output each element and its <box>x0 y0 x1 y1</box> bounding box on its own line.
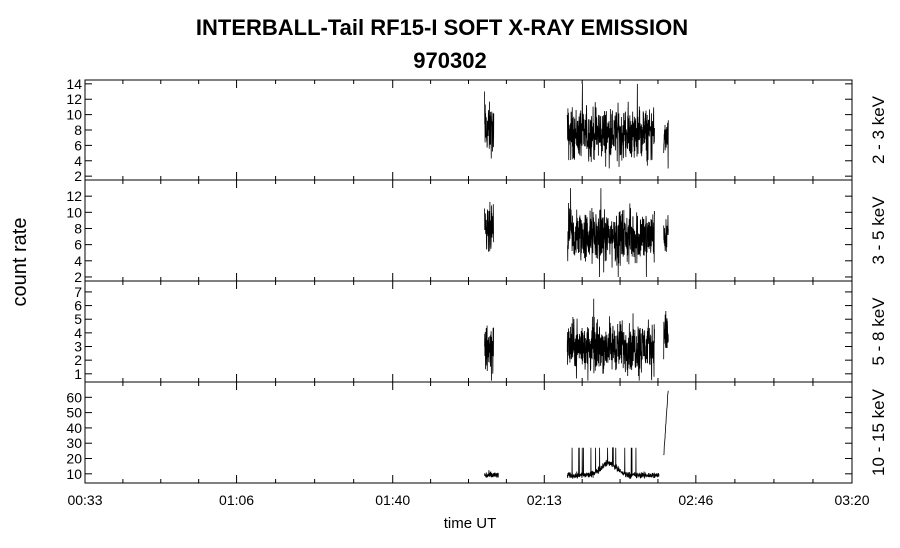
series-trace <box>566 83 655 169</box>
y-tick-label: 3 <box>74 339 82 355</box>
series-trace <box>663 215 669 252</box>
y-tick-label: 20 <box>66 451 82 467</box>
series-trace <box>567 188 655 277</box>
band-label: 2 - 3 keV <box>869 95 888 164</box>
band-label: 5 - 8 keV <box>869 297 888 366</box>
series-trace <box>663 311 669 360</box>
y-tick-label: 2 <box>74 352 82 368</box>
y-tick-label: 7 <box>74 284 82 300</box>
y-tick-label: 12 <box>66 188 82 204</box>
panel-frame <box>84 280 853 383</box>
y-tick-label: 8 <box>74 122 82 138</box>
panel-frame <box>84 79 853 181</box>
x-tick-labels: 00:33 01:06 01:40 02:13 02:46 03:20 <box>67 492 869 508</box>
y-tick-label: 14 <box>66 76 82 92</box>
y-tick-label: 4 <box>74 325 82 341</box>
series-trace <box>663 390 669 456</box>
y-tick-label: 4 <box>74 253 82 269</box>
series-trace <box>663 120 669 169</box>
x-tick-label: 02:46 <box>678 492 713 508</box>
y-tick-label: 4 <box>74 153 82 169</box>
chart-title: INTERBALL-Tail RF15-I SOFT X-RAY EMISSIO… <box>196 15 688 40</box>
y-tick-label: 1 <box>74 366 82 382</box>
y-tick-label: 30 <box>66 435 82 451</box>
y-tick-label: 50 <box>66 405 82 421</box>
y-tick-label: 40 <box>66 420 82 436</box>
y-tick-label: 12 <box>66 91 82 107</box>
series-trace <box>484 91 495 159</box>
x-tick-label: 02:13 <box>527 492 562 508</box>
series-trace <box>484 325 495 381</box>
series-trace <box>484 201 495 252</box>
y-tick-label: 2 <box>74 269 82 285</box>
panel-frame <box>84 381 853 484</box>
x-tick-label: 01:06 <box>219 492 254 508</box>
y-axis-label: count rate <box>9 218 31 307</box>
chart-subtitle: 970302 <box>413 48 486 73</box>
series-trace <box>484 470 499 478</box>
panel-frame <box>84 179 853 282</box>
y-tick-label: 8 <box>74 220 82 236</box>
band-label: 3 - 5 keV <box>869 196 888 265</box>
y-tick-label: 10 <box>66 107 82 123</box>
x-tick-label: 03:20 <box>834 492 869 508</box>
x-axis-label: time UT <box>444 515 497 532</box>
y-tick-label: 2 <box>74 168 82 184</box>
y-tick-label: 5 <box>74 311 82 327</box>
x-tick-label: 01:40 <box>375 492 410 508</box>
y-tick-label: 10 <box>66 466 82 482</box>
y-tick-label: 6 <box>74 137 82 153</box>
y-tick-label: 6 <box>74 237 82 253</box>
band-label: 10 - 15 keV <box>869 388 888 476</box>
series-trace <box>566 447 660 480</box>
y-tick-label: 10 <box>66 204 82 220</box>
series-trace <box>566 298 655 381</box>
y-tick-label: 6 <box>74 298 82 314</box>
x-tick-label: 00:33 <box>67 492 102 508</box>
y-tick-label: 60 <box>66 389 82 405</box>
